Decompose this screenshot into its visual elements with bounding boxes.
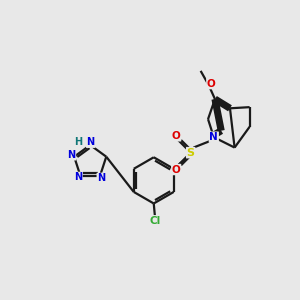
Text: N: N [87, 137, 95, 147]
Text: S: S [187, 148, 195, 158]
Text: N: N [97, 173, 105, 183]
Text: N: N [209, 132, 218, 142]
Text: H: H [75, 137, 83, 147]
Text: O: O [172, 131, 181, 141]
Text: O: O [207, 79, 216, 88]
Text: N: N [74, 172, 82, 182]
Text: Cl: Cl [149, 216, 161, 226]
Text: N: N [68, 150, 76, 160]
Text: O: O [172, 164, 181, 175]
